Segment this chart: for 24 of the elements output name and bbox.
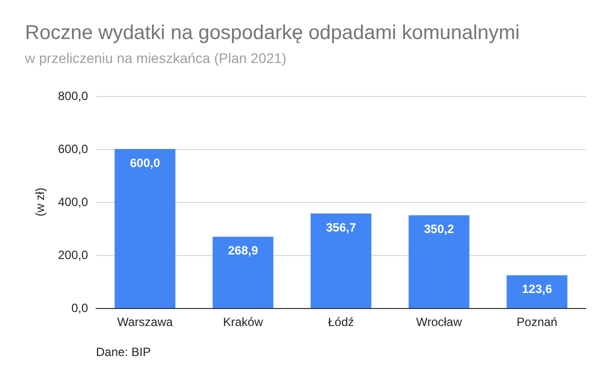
data-label: 268,9 [228,244,258,258]
text: Dane: BIP [96,345,151,359]
x-tick-label: Kraków [222,315,264,329]
bar [212,236,274,308]
chart-subtitle: w przeliczeniu na mieszkańca (Plan 2021) [24,50,286,66]
bar [506,275,568,308]
data-label: 123,6 [522,282,552,296]
bar [408,215,470,308]
y-tick-label: 400,0 [58,195,88,209]
y-tick-label: 0,0 [71,301,88,315]
x-tick-label: Wrocław [416,315,462,329]
x-tick-label: Łódź [328,315,354,329]
data-label: 600,0 [130,156,160,170]
y-tick-label: 600,0 [58,142,88,156]
y-tick-label: 800,0 [58,89,88,103]
data-label: 356,7 [326,220,356,234]
bar [310,213,372,308]
chart-title: Roczne wydatki na gospodarkę odpadami komunalnymi [25,22,520,44]
x-tick-label: Poznań [516,315,558,329]
x-tick-label: Warszawa [117,315,174,329]
data-label: 350,2 [424,222,454,236]
y-tick-label: 200,0 [58,248,88,262]
y-axis-title: (w zł) [33,188,47,216]
bar [114,149,176,308]
